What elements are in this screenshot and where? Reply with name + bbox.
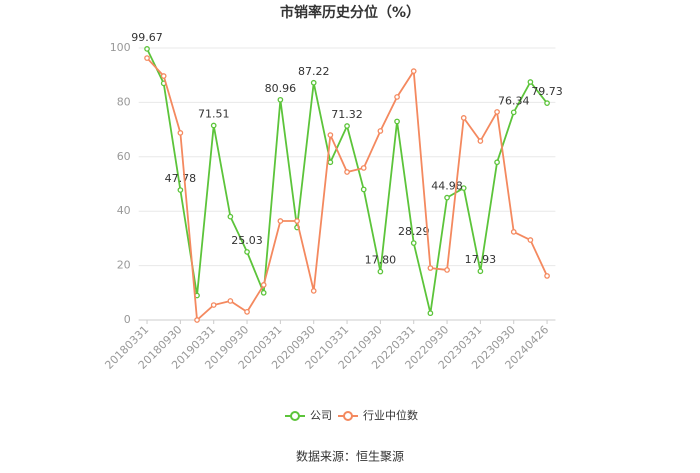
data-point bbox=[310, 79, 317, 86]
chart-title: 市销率历史分位（%） bbox=[280, 4, 420, 21]
data-point bbox=[477, 138, 484, 144]
data-point bbox=[377, 268, 384, 275]
data-point bbox=[510, 229, 517, 235]
data-label: 44.98 bbox=[431, 180, 463, 193]
data-point bbox=[260, 282, 267, 288]
data-point bbox=[360, 165, 367, 171]
data-label: 17.93 bbox=[465, 253, 497, 266]
data-label: 79.73 bbox=[531, 85, 563, 98]
data-point bbox=[444, 267, 450, 273]
data-point bbox=[260, 289, 267, 296]
data-point bbox=[227, 298, 234, 304]
data-point bbox=[394, 94, 400, 100]
data-point bbox=[177, 130, 184, 136]
data-label: 25.03 bbox=[231, 234, 263, 247]
data-point bbox=[444, 194, 450, 201]
data-point bbox=[410, 240, 417, 246]
data-label: 99.67 bbox=[131, 31, 163, 44]
data-point bbox=[477, 268, 484, 275]
y-tick-label: 80 bbox=[117, 95, 131, 108]
data-point bbox=[227, 213, 234, 220]
legend-swatch[interactable] bbox=[343, 411, 353, 421]
data-point bbox=[310, 288, 317, 294]
data-label: 71.32 bbox=[331, 108, 363, 121]
y-tick-label: 40 bbox=[117, 204, 131, 217]
data-label: 28.29 bbox=[398, 225, 430, 238]
data-point bbox=[494, 159, 500, 166]
data-point bbox=[510, 109, 517, 116]
data-point bbox=[344, 123, 350, 129]
data-label: 87.22 bbox=[298, 65, 330, 78]
data-label: 71.51 bbox=[198, 107, 230, 120]
data-point bbox=[460, 115, 467, 121]
data-point bbox=[277, 96, 284, 103]
data-point bbox=[277, 218, 284, 224]
data-point bbox=[177, 187, 184, 193]
data-label: 80.96 bbox=[265, 82, 297, 95]
data-point bbox=[244, 308, 250, 315]
y-tick-label: 60 bbox=[117, 150, 131, 163]
series-line bbox=[146, 48, 548, 314]
data-point bbox=[294, 218, 300, 224]
data-point bbox=[360, 186, 367, 193]
data-point bbox=[210, 302, 217, 308]
data-point bbox=[527, 79, 534, 85]
source-note: 数据来源：恒生聚源 bbox=[296, 449, 404, 464]
data-point bbox=[194, 317, 200, 323]
data-point bbox=[527, 237, 534, 243]
data-point bbox=[544, 273, 550, 279]
legend-swatch[interactable] bbox=[290, 411, 300, 421]
data-point bbox=[144, 55, 150, 61]
data-point bbox=[544, 100, 550, 106]
y-tick-label: 100 bbox=[110, 41, 131, 54]
data-point bbox=[410, 68, 417, 74]
data-label: 17.80 bbox=[365, 254, 397, 267]
data-point bbox=[344, 169, 350, 175]
y-tick-label: 20 bbox=[117, 259, 131, 272]
data-point bbox=[377, 128, 384, 134]
data-point bbox=[494, 109, 500, 115]
data-point bbox=[160, 73, 167, 79]
legend-label[interactable]: 行业中位数 bbox=[363, 408, 418, 422]
data-label: 47.78 bbox=[165, 172, 197, 185]
data-point bbox=[144, 46, 150, 52]
legend-label[interactable]: 公司 bbox=[310, 409, 332, 422]
data-point bbox=[427, 310, 434, 317]
data-point bbox=[327, 159, 334, 166]
data-point bbox=[460, 185, 467, 191]
y-tick-label: 0 bbox=[124, 313, 131, 326]
data-point bbox=[210, 122, 217, 129]
data-point bbox=[427, 265, 434, 271]
data-point bbox=[327, 132, 334, 138]
data-point bbox=[394, 118, 400, 125]
data-label: 76.34 bbox=[498, 94, 530, 107]
data-point bbox=[244, 249, 250, 255]
